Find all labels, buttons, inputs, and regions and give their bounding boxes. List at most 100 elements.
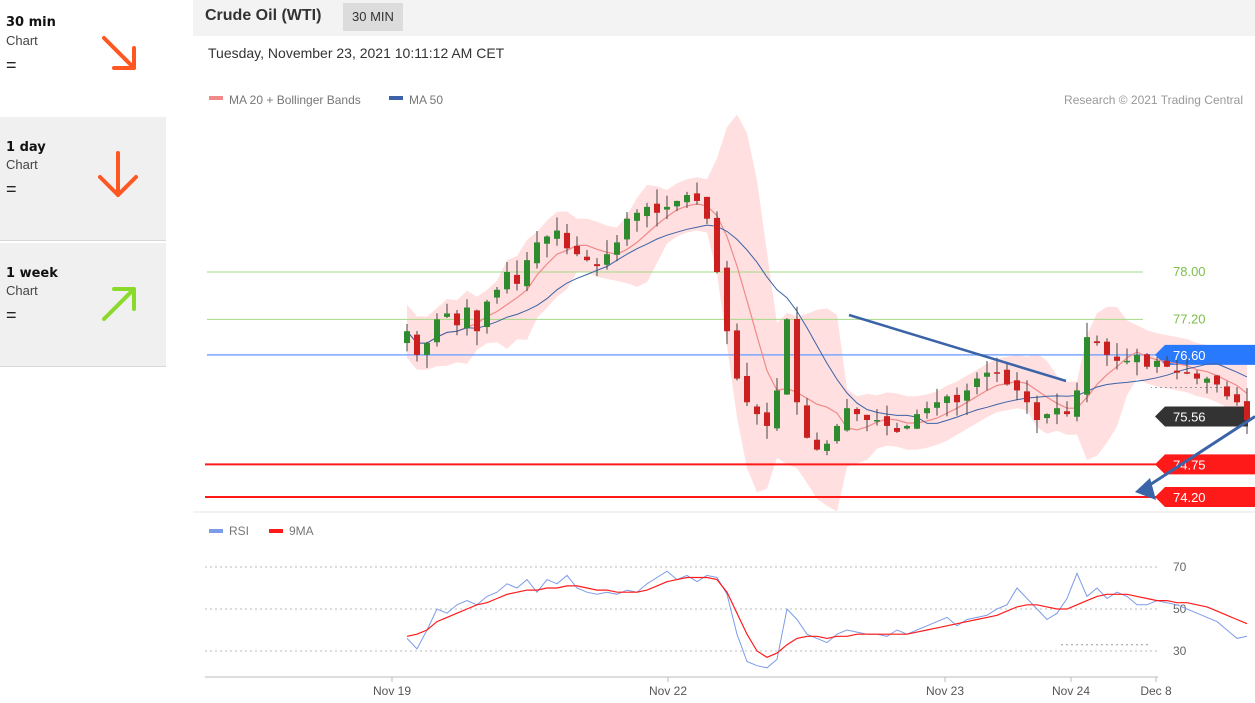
timeframe-badge[interactable]: 30 MIN	[343, 3, 403, 31]
candle	[904, 424, 910, 430]
candle	[404, 323, 410, 352]
candle-body	[404, 331, 410, 344]
candle-body	[1094, 341, 1100, 344]
candle	[1034, 395, 1040, 434]
candle	[644, 202, 650, 228]
candle-body	[1034, 402, 1040, 421]
candle-body	[1124, 360, 1130, 363]
candle-body	[774, 390, 780, 429]
candle	[714, 211, 720, 274]
x-tick-label: Nov 24	[1052, 684, 1090, 698]
candle-body	[534, 242, 540, 264]
candle-body	[1224, 386, 1230, 397]
trendline	[848, 313, 1067, 383]
candle	[1164, 355, 1170, 368]
candle	[1244, 387, 1250, 435]
support-tag	[1155, 454, 1255, 475]
candle-body	[684, 195, 690, 203]
candle	[984, 361, 990, 391]
last-price-tag	[1155, 406, 1248, 427]
candle-body	[644, 206, 650, 217]
timeframe-30min-card[interactable]: 30 min Chart =	[0, 0, 166, 124]
price-chart[interactable]: MA 20 + Bollinger Bands MA 50 Research © 2…	[193, 0, 1255, 703]
candle-body	[854, 409, 860, 415]
candle-body	[524, 260, 530, 287]
candle-body	[904, 425, 910, 429]
candle	[734, 323, 740, 381]
candle-body	[744, 375, 750, 403]
candle	[874, 409, 880, 426]
candle	[424, 341, 430, 368]
x-tick-label: Nov 19	[373, 684, 411, 698]
candle	[1204, 376, 1210, 394]
candle	[564, 223, 570, 255]
candle	[674, 200, 680, 212]
candle-body	[554, 230, 560, 239]
candle-body	[474, 310, 480, 332]
candle	[1144, 353, 1150, 370]
candle-body	[1204, 378, 1210, 383]
candle	[1224, 381, 1230, 400]
candle-body	[844, 408, 850, 431]
candle	[504, 262, 510, 294]
timeframe-rating: =	[6, 305, 17, 325]
candle	[1044, 413, 1050, 424]
candle	[414, 331, 420, 362]
candle	[584, 250, 590, 262]
candle	[1014, 372, 1020, 401]
candle-body	[964, 390, 970, 401]
candle-body	[1004, 369, 1010, 385]
timeframe-1day-card[interactable]: 1 day Chart =	[0, 117, 166, 241]
candle	[574, 236, 580, 257]
candle	[814, 432, 820, 451]
candle	[634, 209, 640, 232]
candle-body	[504, 272, 510, 290]
chart-panel: Crude Oil (WTI) 30 MIN Tuesday, November…	[193, 0, 1255, 703]
candle	[974, 372, 980, 395]
legend-swatch	[269, 529, 283, 533]
candle-body	[1244, 401, 1250, 421]
candles	[404, 182, 1250, 456]
candle-body	[464, 307, 470, 329]
candle	[764, 402, 770, 439]
candle-body	[574, 246, 580, 255]
candle-body	[1214, 375, 1220, 385]
candle-body	[864, 414, 870, 421]
candle	[1214, 375, 1220, 393]
candle	[944, 394, 950, 417]
chart-credit: Research © 2021 Trading Central	[1064, 93, 1243, 107]
candle	[484, 299, 490, 334]
legend-label: 9MA	[289, 524, 314, 538]
chart-title: Crude Oil (WTI)	[205, 7, 322, 24]
candle-body	[584, 256, 590, 261]
candle-body	[444, 313, 450, 317]
legend-swatch	[389, 96, 403, 100]
arrow-up-right-icon	[102, 287, 136, 321]
candle-body	[1014, 380, 1020, 391]
candle-body	[414, 334, 420, 355]
candle	[694, 182, 700, 205]
candle-body	[634, 212, 640, 221]
support-label: 74.75	[1173, 457, 1206, 472]
candle-body	[814, 439, 820, 450]
candle	[684, 191, 690, 209]
candle-body	[1184, 372, 1190, 374]
candle	[1234, 386, 1240, 406]
candle-body	[734, 330, 740, 379]
candle	[1134, 348, 1140, 376]
candle-body	[1064, 411, 1070, 415]
candle-body	[454, 313, 460, 326]
candle	[1184, 358, 1190, 375]
candle	[654, 189, 660, 227]
rsi-tick-label: 70	[1173, 560, 1187, 574]
timeframe-title: 30 min	[6, 15, 56, 30]
candle	[524, 252, 530, 292]
timeframe-1week-card[interactable]: 1 week Chart =	[0, 243, 166, 367]
candle-body	[494, 289, 500, 298]
candle	[1124, 348, 1130, 365]
candle-body	[484, 301, 490, 328]
last-price-label: 75.56	[1173, 409, 1206, 424]
candle-body	[424, 343, 430, 355]
candle	[1174, 359, 1180, 380]
candle	[954, 387, 960, 416]
